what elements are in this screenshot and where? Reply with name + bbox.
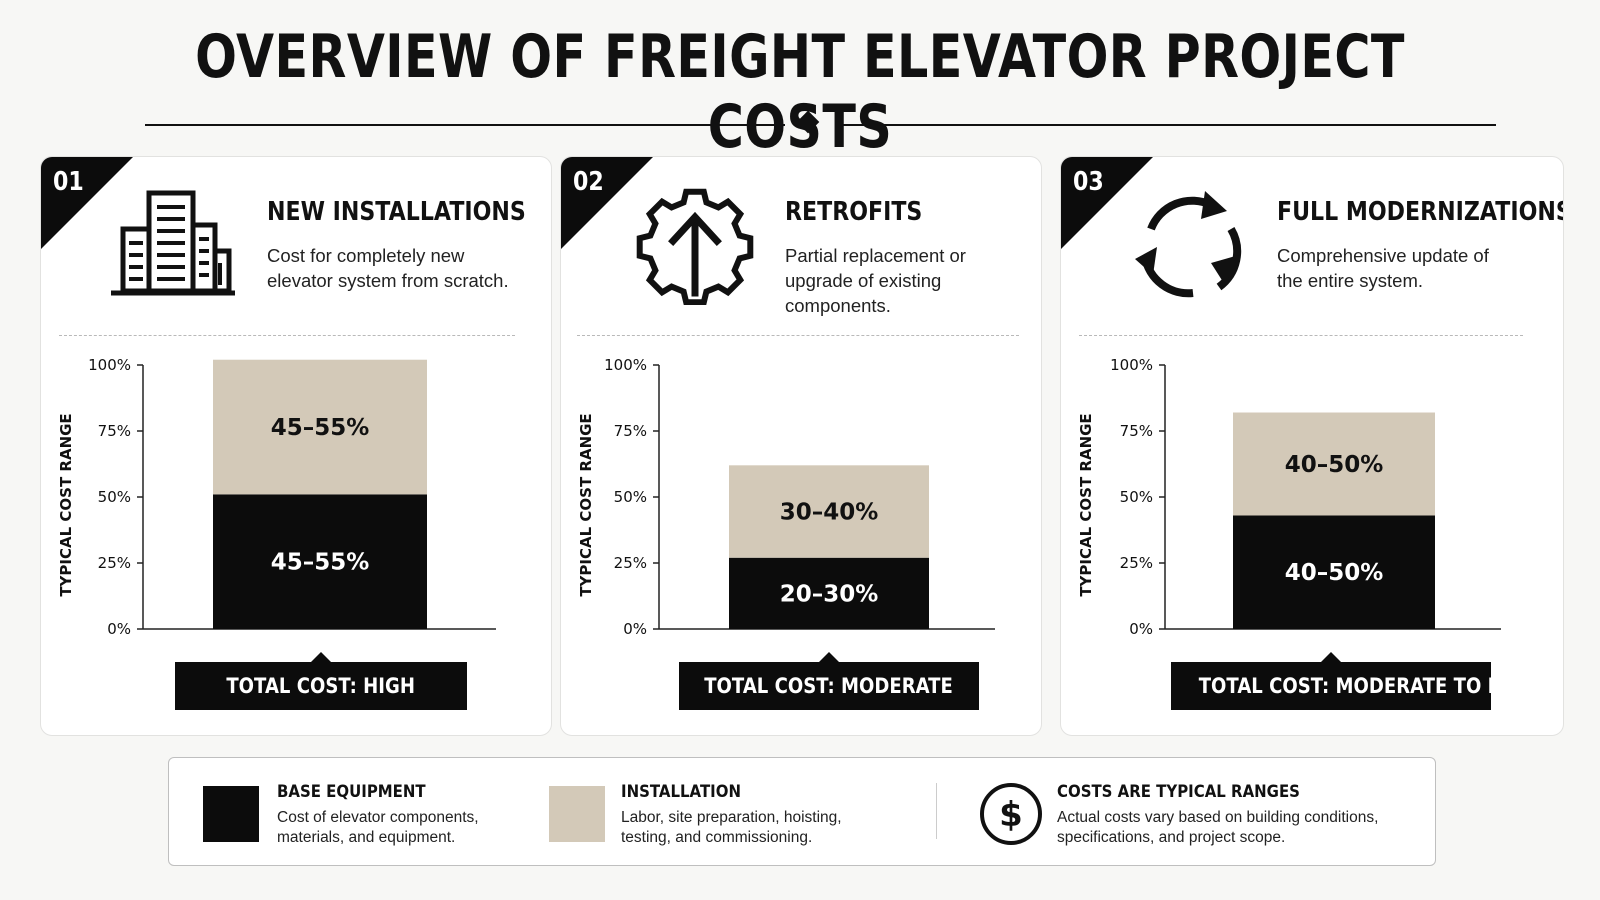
legend-description: Cost of elevator components, materials, …: [277, 809, 479, 846]
bar-segment-installation: [213, 359, 427, 495]
page-title: OVERVIEW OF FREIGHT ELEVATOR PROJECT COS…: [195, 22, 1405, 162]
y-axis-label: TYPICAL COST RANGE: [577, 413, 595, 596]
dollar-icon: $: [980, 783, 1042, 845]
total-cost-pointer: [819, 652, 839, 662]
card-divider: [577, 335, 1019, 336]
card-number: 01: [53, 167, 84, 197]
bar-data-label: 30–40%: [780, 500, 879, 526]
card-divider: [59, 335, 515, 336]
y-axis-label: TYPICAL COST RANGE: [1077, 413, 1095, 596]
legend-swatch-base-equipment: [203, 786, 259, 842]
total-cost-label: TOTAL COST: MODERATE: [704, 674, 954, 698]
building-icon: [111, 190, 235, 296]
y-tick-label: 75%: [1120, 422, 1153, 440]
title-rule-right: [836, 124, 1496, 126]
y-tick-label: 0%: [1129, 620, 1153, 638]
bar-data-label: 20–30%: [780, 581, 879, 607]
y-tick-label: 100%: [88, 356, 131, 374]
y-tick-label: 75%: [614, 422, 647, 440]
bar-segment-installation: [729, 465, 929, 558]
y-tick-label: 25%: [614, 554, 647, 572]
bar-segment-base-equipment: [213, 494, 427, 629]
y-tick-label: 50%: [614, 488, 647, 506]
card-title: NEW INSTALLATIONS: [267, 197, 526, 227]
bar-data-label: 45–55%: [271, 550, 370, 576]
legend-title: COSTS ARE TYPICAL RANGES: [1057, 782, 1300, 802]
card-number: 02: [573, 167, 604, 197]
y-axis-label: TYPICAL COST RANGE: [57, 413, 75, 596]
title-rule-left: [145, 124, 785, 126]
card-badge: [41, 157, 133, 249]
y-tick-label: 0%: [107, 620, 131, 638]
legend-description: Actual costs vary based on building cond…: [1057, 809, 1379, 846]
card-badge: [561, 157, 653, 249]
total-cost-banner: TOTAL COST: HIGH: [175, 652, 467, 710]
gear-arrow-up-icon: [636, 188, 754, 305]
bar-data-label: 45–55%: [271, 415, 370, 441]
total-cost-pointer: [311, 652, 331, 662]
legend-swatch-installation: [549, 786, 605, 842]
card-description: Cost for completely new elevator system …: [267, 245, 509, 291]
y-tick-label: 0%: [623, 620, 647, 638]
total-cost-pointer: [1321, 652, 1341, 662]
bar-segment-base-equipment: [729, 557, 929, 629]
card-divider: [1079, 335, 1523, 336]
refresh-cycle-icon: [1135, 191, 1242, 298]
card-title: RETROFITS: [785, 197, 923, 227]
card-description: Partial replacement or upgrade of existi…: [785, 245, 966, 316]
total-cost-banner: TOTAL COST: MODERATE: [679, 652, 979, 710]
y-tick-label: 100%: [604, 356, 647, 374]
legend-separator: [936, 783, 937, 839]
legend: BASE EQUIPMENT Cost of elevator componen…: [168, 757, 1436, 866]
y-tick-label: 50%: [1120, 488, 1153, 506]
bar-data-label: 40–50%: [1285, 560, 1384, 586]
y-tick-label: 25%: [98, 554, 131, 572]
card-full-modernizations: 03 FULL MODERNIZATIONS Comprehensive upd…: [1060, 156, 1564, 736]
y-tick-label: 50%: [98, 488, 131, 506]
bar-segment-installation: [1233, 412, 1435, 516]
legend-description: Labor, site preparation, hoisting, testi…: [621, 809, 842, 846]
card-number: 03: [1073, 167, 1104, 197]
bar-data-label: 40–50%: [1285, 452, 1384, 478]
svg-text:$: $: [999, 795, 1023, 835]
card-title: FULL MODERNIZATIONS: [1277, 197, 1564, 227]
card-new-installations: 01 NEW INSTALLATIONS Cost for completely…: [40, 156, 552, 736]
total-cost-label: TOTAL COST: HIGH: [226, 674, 416, 698]
bar-segment-base-equipment: [1233, 515, 1435, 629]
card-retrofits: 02 RETROFITS Partial replacement or upgr…: [560, 156, 1042, 736]
total-cost-banner: TOTAL COST: MODERATE TO HIGH: [1171, 652, 1539, 710]
legend-title: INSTALLATION: [621, 782, 741, 802]
y-tick-label: 25%: [1120, 554, 1153, 572]
stacked-bar-chart-retrofits: 0% 25% 50% 75% 100% TYPICAL COST RANGE 20–30% 3…: [577, 356, 995, 638]
stacked-bar-chart-new-installations: 0% 25% 50% 75% 100% TYPICAL COST RANGE 45–55% 4…: [57, 356, 496, 638]
y-tick-label: 100%: [1110, 356, 1153, 374]
total-cost-label: TOTAL COST: MODERATE TO HIGH: [1198, 674, 1540, 698]
card-description: Comprehensive update of the entire syste…: [1277, 245, 1489, 291]
legend-title: BASE EQUIPMENT: [277, 782, 426, 802]
y-tick-label: 75%: [98, 422, 131, 440]
stacked-bar-chart-full-modernizations: 0% 25% 50% 75% 100% TYPICAL COST RANGE 40–50% 4…: [1077, 356, 1501, 638]
card-badge: [1061, 157, 1153, 249]
